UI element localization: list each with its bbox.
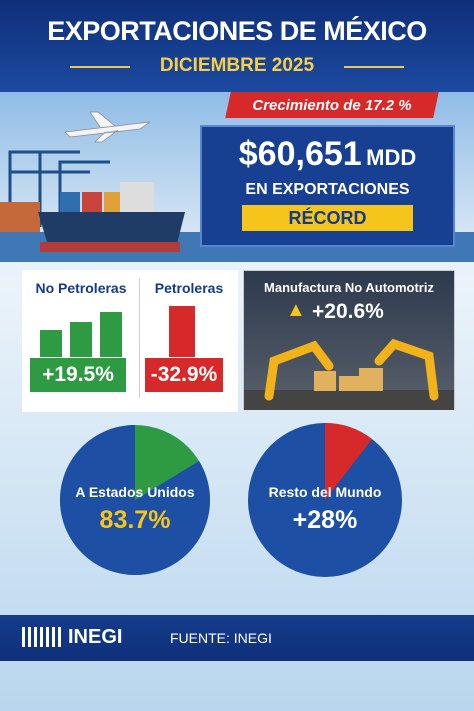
destination-value: 83.7% xyxy=(99,506,171,534)
divider xyxy=(139,278,140,398)
robots xyxy=(244,338,454,410)
up-arrow: ▲ xyxy=(286,299,306,321)
rule xyxy=(70,66,130,68)
logo-mark xyxy=(22,627,62,647)
destination-label: Resto del Mundo xyxy=(268,484,382,500)
destination-value: +28% xyxy=(292,506,358,534)
record-badge: RÉCORD xyxy=(242,205,413,231)
total-line: EN EXPORTACIONES xyxy=(245,181,410,198)
destination-label: A Estados Unidos xyxy=(75,484,195,500)
total-box: $60,651 MDD EN EXPORTACIONES RÉCORD xyxy=(200,125,455,247)
pie-slice-decor xyxy=(325,423,372,500)
title: EXPORTACIONES DE MÉXICO xyxy=(47,16,427,46)
total-amount: $60,651 MDD xyxy=(202,135,453,174)
segment-value: +19.5% xyxy=(30,358,126,392)
footer: INEGI FUENTE: INEGI xyxy=(0,615,474,661)
pie-slice xyxy=(59,425,210,575)
subtitle: DICIEMBRE 2025 xyxy=(159,55,315,76)
logo: INEGI xyxy=(68,626,123,648)
source: FUENTE: INEGI xyxy=(170,630,272,646)
amount: $60,651 xyxy=(238,135,362,173)
growth-text: Crecimiento de 17.2 % xyxy=(252,97,412,114)
segment-label: No Petroleras xyxy=(35,280,127,296)
bar-icons xyxy=(40,306,195,357)
segment-label: Petroleras xyxy=(154,280,224,296)
manufacturing-panel: Manufactura No Automotriz ▲ +20.6% xyxy=(243,270,455,410)
manufacturing-value: +20.6% xyxy=(312,300,384,323)
manufacturing-label: Manufactura No Automotriz xyxy=(264,280,434,295)
rule xyxy=(344,66,404,68)
unit: MDD xyxy=(366,145,417,170)
segments-panel: No Petroleras Petroleras +19.5% -32.9% xyxy=(22,270,238,412)
header: EXPORTACIONES DE MÉXICO DICIEMBRE 2025 xyxy=(0,0,474,92)
segment-value: -32.9% xyxy=(145,358,223,392)
